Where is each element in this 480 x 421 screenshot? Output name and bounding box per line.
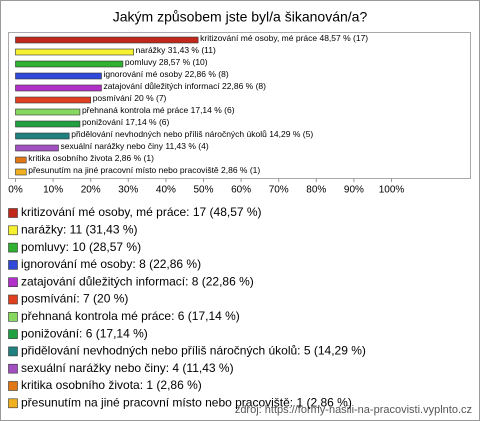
bar-label: ignorování mé osoby 22,86 % (8) bbox=[103, 69, 228, 79]
bar bbox=[15, 120, 81, 128]
x-tick-label: 80% bbox=[306, 185, 326, 196]
bar-label: narážky 31,43 % (11) bbox=[136, 45, 216, 55]
source: zdroj: https://formy-nasili-na-pracovist… bbox=[235, 404, 472, 416]
legend-label: posmívání: 7 (20 %) bbox=[21, 292, 128, 306]
x-tick-label: 30% bbox=[118, 185, 138, 196]
legend-label: zatajování důležitých informací: 8 (22,8… bbox=[21, 274, 254, 288]
legend-label: narážky: 11 (31,43 %) bbox=[21, 222, 138, 236]
bar-label: ponižování 17,14 % (6) bbox=[82, 117, 170, 127]
legend-swatch bbox=[8, 260, 18, 270]
bar bbox=[15, 60, 124, 68]
bar-label: přidělování nevhodných nebo příliš nároč… bbox=[71, 129, 313, 139]
x-tick-label: 10% bbox=[43, 185, 63, 196]
bar bbox=[15, 72, 102, 80]
legend-swatch bbox=[8, 208, 18, 218]
bar bbox=[15, 48, 134, 56]
legend-swatch bbox=[8, 329, 18, 339]
bar-label: kritizování mé osoby, mé práce 48,57 % (… bbox=[200, 33, 368, 43]
bar bbox=[15, 168, 27, 176]
bar bbox=[15, 96, 91, 104]
legend-swatch bbox=[8, 277, 18, 288]
bar-label: pomluvy 28,57 % (10) bbox=[125, 57, 208, 67]
legend-label: přehnaná kontrola mé práce: 6 (17,14 %) bbox=[21, 309, 240, 323]
legend-swatch bbox=[8, 294, 18, 305]
bar bbox=[15, 36, 199, 44]
legend-swatch bbox=[8, 225, 18, 236]
bar-label: přesunutím na jiné pracovní místo nebo p… bbox=[28, 165, 260, 175]
legend-label: ignorování mé osoby: 8 (22,86 %) bbox=[21, 257, 201, 271]
legend-swatch bbox=[8, 398, 18, 409]
x-tick-label: 70% bbox=[269, 185, 289, 196]
bar bbox=[15, 156, 27, 164]
legend-label: kritizování mé osoby, mé práce: 17 (48,5… bbox=[21, 205, 262, 219]
x-tick-label: 40% bbox=[156, 185, 176, 196]
legend-swatch bbox=[8, 242, 18, 253]
legend-swatch bbox=[8, 363, 18, 374]
bar bbox=[15, 108, 81, 116]
plot-area bbox=[8, 32, 471, 179]
bar-label: zatajování důležitých informací 22,86 % … bbox=[103, 81, 266, 91]
bar bbox=[15, 132, 70, 140]
legend-label: přidělování nevhodných nebo příliš nároč… bbox=[21, 344, 366, 358]
x-tick-label: 0% bbox=[8, 185, 23, 196]
bar-label: posmívání 20 % (7) bbox=[93, 93, 167, 103]
x-tick-label: 20% bbox=[81, 185, 101, 196]
bar-label: přehnaná kontrola mé práce 17,14 % (6) bbox=[82, 105, 235, 115]
x-tick-label: 50% bbox=[193, 185, 213, 196]
x-tick-label: 100% bbox=[379, 185, 405, 196]
bar-label: kritika osobního života 2,86 % (1) bbox=[28, 153, 154, 163]
chart-title: Jakým způsobem jste byl/a šikanován/a? bbox=[113, 9, 368, 25]
x-tick-label: 60% bbox=[231, 185, 251, 196]
x-tick-label: 90% bbox=[344, 185, 364, 196]
legend-swatch bbox=[8, 311, 18, 322]
bar bbox=[15, 144, 59, 152]
legend-swatch bbox=[8, 346, 18, 357]
legend-label: sexuální narážky nebo činy: 4 (11,43 %) bbox=[21, 361, 234, 375]
legend-label: přesunutím na jiné pracovní místo nebo p… bbox=[21, 395, 352, 409]
bar bbox=[15, 84, 102, 92]
legend-label: ponižování: 6 (17,14 %) bbox=[21, 326, 148, 340]
legend-swatch bbox=[8, 381, 18, 391]
bar-label: sexuální narážky nebo činy 11,43 % (4) bbox=[60, 141, 208, 151]
legend-label: pomluvy: 10 (28,57 %) bbox=[21, 240, 141, 254]
legend-label: kritika osobního života: 1 (2,86 %) bbox=[21, 378, 202, 392]
